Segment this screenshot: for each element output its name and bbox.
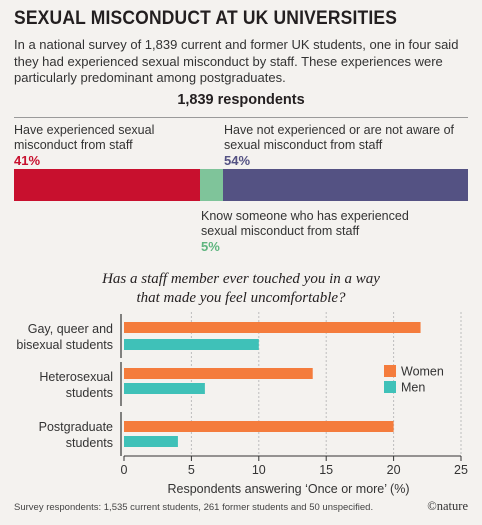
- chart-subtitle: In a national survey of 1,839 current an…: [14, 37, 459, 85]
- respondents-count: 1,839 respondents: [177, 92, 305, 108]
- x-axis-label: Respondents answering ‘Once or more’ (%): [167, 482, 409, 496]
- category-label: Gay, queer and: [28, 322, 113, 336]
- bar-women: [124, 421, 394, 432]
- bar-men: [124, 436, 178, 447]
- not-experienced-bar-segment: [222, 169, 468, 201]
- not-experienced-pct: 54%: [224, 153, 251, 168]
- category-label: bisexual students: [16, 338, 113, 352]
- bar-women: [124, 322, 421, 333]
- category-label: students: [66, 436, 113, 450]
- nature-credit: ©nature: [427, 499, 468, 513]
- x-tick-label: 20: [387, 463, 401, 477]
- legend-label-women: Women: [401, 365, 444, 379]
- legend-swatch-women: [384, 365, 396, 377]
- chart-question: Has a staff member ever touched you in a…: [102, 271, 380, 306]
- experienced-pct: 41%: [14, 153, 41, 168]
- know-someone-bar-segment: [200, 169, 223, 201]
- respondents-divider: [14, 117, 468, 118]
- bar-chart: Gay, queer and bisexual students Heterosex…: [16, 312, 468, 496]
- legend-label-men: Men: [401, 381, 425, 395]
- bar-women: [124, 368, 313, 379]
- know-someone-label: Know someone who has experienced sexual …: [201, 209, 409, 238]
- x-tick-label: 5: [188, 463, 195, 477]
- x-tick-label: 0: [121, 463, 128, 477]
- bar-men: [124, 383, 205, 394]
- legend-swatch-men: [384, 381, 396, 393]
- x-tick-label: 10: [252, 463, 266, 477]
- category-label: students: [66, 386, 113, 400]
- chart-title: SEXUAL MISCONDUCT AT UK UNIVERSITIES: [14, 8, 398, 29]
- category-label: Postgraduate: [39, 420, 113, 434]
- x-tick-label: 25: [454, 463, 468, 477]
- footnote: Survey respondents: 1,535 current studen…: [14, 502, 374, 513]
- category-label: Heterosexual: [39, 370, 113, 384]
- not-experienced-label: Have not experienced or are not aware of…: [224, 123, 454, 152]
- experienced-label: Have experienced sexual misconduct from …: [14, 123, 155, 152]
- know-someone-pct: 5%: [201, 239, 220, 254]
- x-tick-label: 15: [319, 463, 333, 477]
- bar-men: [124, 339, 259, 350]
- experienced-bar-segment: [14, 169, 201, 201]
